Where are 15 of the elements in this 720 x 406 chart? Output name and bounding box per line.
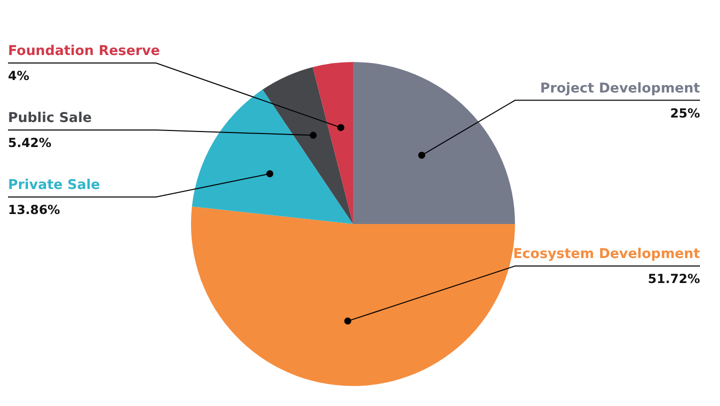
pie-slice: [192, 90, 353, 224]
slice-label: Private Sale: [8, 177, 100, 193]
pie-slice: [353, 62, 515, 224]
pie-slice: [312, 62, 353, 224]
slice-label: Project Development: [540, 80, 701, 96]
slice-label: Public Sale: [8, 110, 92, 126]
data-label: 51.72%: [648, 271, 700, 286]
pie-slice: [262, 67, 353, 224]
slice-label: Foundation Reserve: [8, 43, 160, 59]
pie-slice: [191, 206, 515, 386]
slice-label: Ecosystem Development: [513, 246, 701, 262]
data-label: 25%: [670, 105, 700, 120]
data-label: 13.86%: [8, 202, 61, 217]
data-label: 5.42%: [8, 135, 52, 150]
data-label: 4%: [8, 68, 30, 83]
